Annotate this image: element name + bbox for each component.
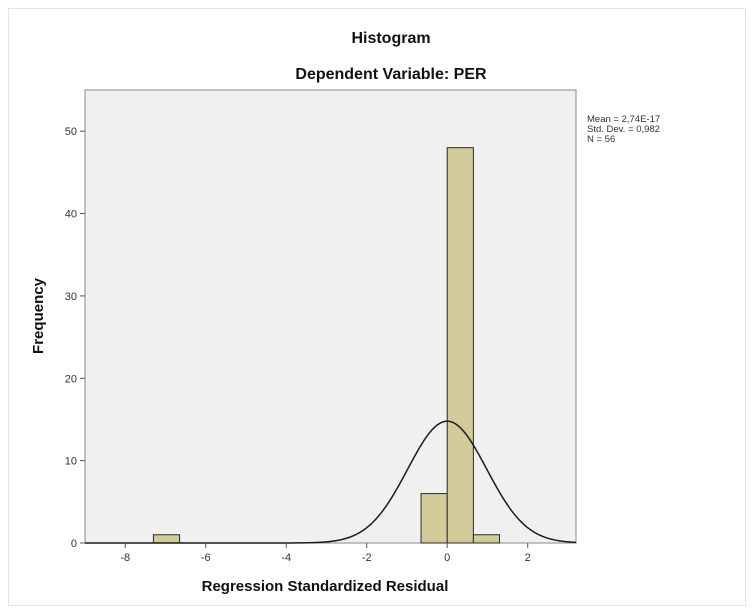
y-tick-label: 0 bbox=[71, 538, 77, 550]
plot-area bbox=[84, 89, 577, 544]
histogram-bar bbox=[472, 534, 501, 544]
chart-title: Histogram bbox=[351, 30, 430, 47]
chart-subtitle: Dependent Variable: PER bbox=[295, 66, 487, 83]
x-tick-label: 2 bbox=[525, 552, 531, 564]
x-tick-label: -6 bbox=[201, 552, 211, 564]
stat-mean: Mean = 2,74E-17 bbox=[587, 114, 660, 125]
x-tick-label: -4 bbox=[281, 552, 291, 564]
chart-frame bbox=[8, 8, 746, 606]
y-tick-label: 20 bbox=[65, 373, 77, 385]
x-tick-label: -2 bbox=[362, 552, 372, 564]
histogram-bar bbox=[446, 147, 474, 544]
histogram-bar bbox=[420, 493, 448, 544]
histogram-bar bbox=[152, 534, 181, 544]
y-axis-label: Frequency bbox=[30, 277, 47, 354]
x-tick-label: 0 bbox=[444, 552, 450, 564]
y-axis-ticks: 0 10 20 30 40 50 bbox=[65, 126, 85, 550]
x-axis-ticks: -8 -6 -4 -2 0 2 bbox=[120, 543, 531, 564]
y-tick-label: 40 bbox=[65, 209, 77, 221]
y-tick-label: 30 bbox=[65, 291, 77, 303]
normal-curve bbox=[85, 420, 577, 544]
x-tick-label: -8 bbox=[120, 552, 130, 564]
bars-group bbox=[152, 147, 501, 544]
y-tick-label: 10 bbox=[65, 456, 77, 468]
stats-box: Mean = 2,74E-17 Std. Dev. = 0,982 N = 56 bbox=[587, 114, 660, 145]
y-tick-label: 50 bbox=[65, 126, 77, 138]
stat-std-dev: Std. Dev. = 0,982 bbox=[587, 124, 660, 135]
stat-n: N = 56 bbox=[587, 134, 615, 145]
x-axis-label: Regression Standardized Residual bbox=[202, 578, 449, 595]
